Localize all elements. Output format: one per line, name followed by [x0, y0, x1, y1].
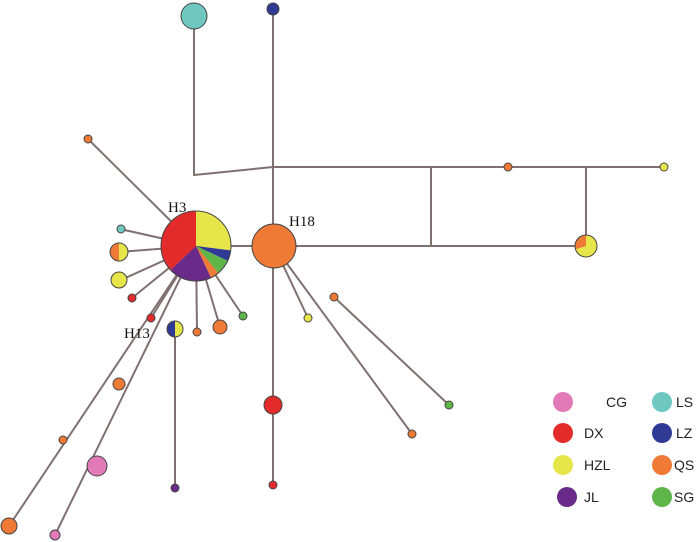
haplotype-node-ls: [116, 224, 126, 234]
haplotype-node-qs: [212, 319, 228, 335]
haplotype-node-qs: [329, 292, 339, 302]
haplotype-node-qs: [407, 429, 417, 439]
haplotype-node-qs: [112, 377, 126, 391]
haplotype-node-dx: [127, 293, 137, 303]
haplotype-node-qs: [192, 327, 202, 337]
legend-item-jl: JL: [557, 487, 599, 507]
legend-swatch: [557, 487, 577, 507]
haplotype-node-sg: [238, 311, 248, 321]
legend-item-lz: LZ: [652, 423, 693, 443]
haplotype-h3: [160, 210, 232, 282]
pie-outline: [251, 223, 297, 269]
legend-label: LZ: [676, 425, 693, 441]
legend-item-qs: QS: [652, 455, 694, 475]
pie-slice-lz: [196, 246, 231, 261]
haplotype-node-mixed: [109, 242, 129, 262]
pie-slice-qs: [110, 243, 119, 261]
network-nodes: [0, 2, 669, 541]
legend-swatch: [652, 455, 672, 475]
legend-item-ls: LS: [652, 392, 693, 412]
population-legend: CG LS DX LZ HZL QS JL SG: [553, 392, 694, 507]
haplotype-node-hzl: [303, 313, 313, 323]
pie-outline: [166, 320, 184, 338]
pie-slice-hzl: [119, 243, 128, 261]
pie-slice-sg: [196, 246, 228, 273]
haplotype-node-mixed: [574, 234, 598, 258]
haplotype-node-qs: [0, 517, 18, 535]
legend-swatch: [652, 423, 672, 443]
pie-slice-hzl: [575, 235, 598, 258]
pie-slice-qs: [252, 224, 296, 268]
pie-slice-dx: [161, 211, 196, 270]
pie-outline: [109, 242, 129, 262]
haplotype-node-sg: [444, 400, 454, 410]
pie-slice-hzl: [196, 211, 231, 251]
label-h18: H18: [289, 214, 315, 230]
network-edge: [333, 296, 450, 406]
haplotype-node-dx: [146, 313, 156, 323]
legend-label: HZL: [584, 457, 611, 473]
pie-slice-jl: [170, 246, 211, 281]
haplotype-node-qs: [83, 134, 93, 144]
haplotype-node-hzl: [659, 162, 669, 172]
legend-label: LS: [676, 394, 693, 410]
legend-item-sg: SG: [652, 487, 694, 507]
haplotype-h18: [251, 223, 297, 269]
legend-label: QS: [674, 457, 694, 473]
pie-outline: [160, 210, 232, 282]
haplotype-node-lz: [266, 2, 280, 16]
network-edge: [54, 245, 197, 536]
pie-slice-qs: [196, 246, 219, 278]
haplotype-node-qs: [58, 435, 68, 445]
legend-swatch: [553, 423, 573, 443]
pie-slice-lz: [167, 321, 175, 337]
label-h3: H3: [168, 200, 186, 216]
haplotype-node-cg: [49, 529, 61, 541]
pie-slice-qs: [575, 235, 586, 250]
haplotype-h13: [166, 320, 184, 338]
haplotype-node-hzl: [110, 271, 128, 289]
pie-outline: [574, 234, 598, 258]
legend-swatch: [553, 392, 573, 412]
label-h13: H13: [124, 326, 150, 342]
pie-slice-hzl: [175, 321, 183, 337]
network-edge: [273, 245, 413, 435]
haplotype-node-dx: [263, 395, 283, 415]
network-edge: [193, 18, 274, 177]
haplotype-node-cg: [86, 455, 108, 477]
haplotype-node-jl: [170, 483, 180, 493]
haplotype-node-dx: [268, 480, 278, 490]
legend-label: JL: [584, 489, 599, 505]
legend-item-cg: CG: [553, 392, 627, 412]
legend-swatch: [553, 455, 573, 475]
legend-swatch: [652, 392, 672, 412]
haplotype-node-qs: [503, 162, 513, 172]
legend-item-dx: DX: [553, 423, 604, 443]
haplotype-node-ls: [180, 2, 208, 30]
legend-label: SG: [674, 489, 694, 505]
network-edge: [8, 245, 197, 527]
legend-label: DX: [584, 425, 604, 441]
legend-item-hzl: HZL: [553, 455, 611, 475]
legend-label: CG: [606, 394, 627, 410]
legend-swatch: [652, 487, 672, 507]
